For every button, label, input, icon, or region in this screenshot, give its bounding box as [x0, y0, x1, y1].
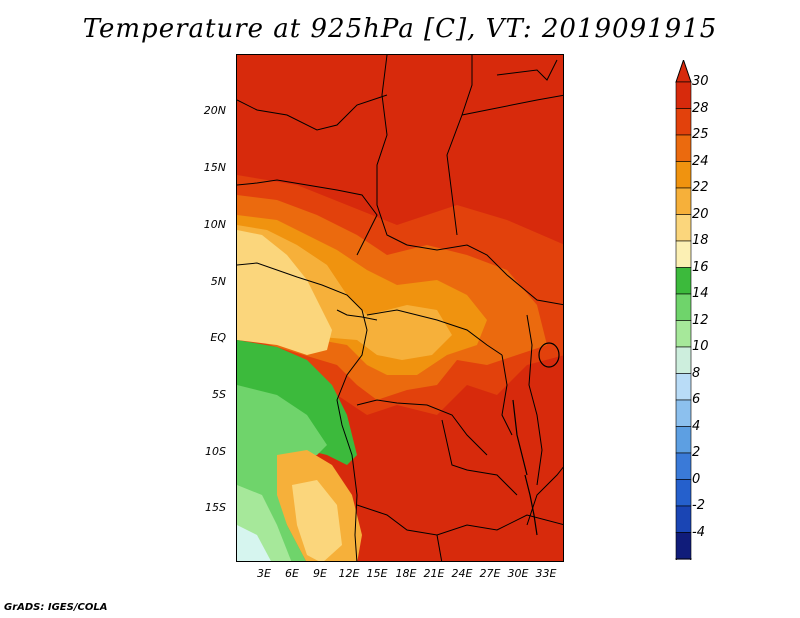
colorbar-swatch [675, 346, 692, 374]
colorbar-swatch [675, 187, 692, 215]
colorbar-label: 0 [692, 471, 701, 487]
colorbar-label: 10 [692, 339, 709, 354]
temperature-map [236, 54, 564, 562]
map-title: Temperature at 925hPa [C], VT: 201909191… [82, 14, 718, 44]
colorbar-swatch [675, 532, 692, 560]
x-axis-label: 15E [366, 567, 388, 580]
y-axis-label: EQ [210, 331, 226, 344]
x-axis-label: 12E [338, 567, 360, 580]
colorbar-label: 14 [692, 286, 709, 301]
y-axis-label: 5S [212, 388, 226, 401]
colorbar-swatch [675, 505, 692, 533]
x-axis-label: 24E [451, 567, 473, 580]
credit-text: GrADS: IGES/COLA [4, 602, 108, 613]
colorbar-swatch [675, 426, 692, 454]
colorbar-label: 18 [692, 233, 709, 248]
y-axis-label: 10N [203, 218, 226, 231]
colorbar-swatch [675, 293, 692, 321]
y-axis-label: 15N [203, 161, 226, 174]
colorbar-label: 6 [692, 392, 701, 407]
colorbar-label: -4 [692, 524, 705, 540]
field-yellow [237, 230, 332, 355]
colorbar-swatch [675, 479, 692, 507]
map-svg [237, 55, 563, 561]
y-axis-label: 5N [210, 275, 226, 288]
colorbar-swatch [675, 81, 692, 109]
x-axis-label: 6E [285, 567, 299, 580]
colorbar-swatch [675, 161, 692, 189]
colorbar-label: 16 [692, 259, 709, 275]
colorbar-swatch [675, 399, 692, 427]
colorbar-label: 30 [692, 74, 709, 89]
x-axis-label: 3E [257, 567, 271, 580]
colorbar [675, 60, 692, 560]
field-sw-yellow [292, 480, 342, 561]
colorbar-swatch [675, 108, 692, 136]
field-cyan [237, 525, 271, 561]
y-axis-label: 20N [203, 104, 226, 117]
colorbar-swatch [675, 373, 692, 401]
colorbar-label: 22 [692, 180, 709, 195]
x-axis-label: 21E [423, 567, 445, 580]
y-axis-label: 15S [205, 501, 226, 514]
colorbar-swatch [675, 320, 692, 348]
x-axis-label: 27E [479, 567, 501, 580]
colorbar-label: 20 [692, 206, 709, 222]
colorbar-bottom-tip [675, 558, 692, 560]
colorbar-swatch [675, 240, 692, 268]
x-axis-label: 33E [535, 567, 557, 580]
colorbar-label: 4 [692, 418, 701, 434]
x-axis-label: 18E [395, 567, 417, 580]
colorbar-swatch [675, 214, 692, 242]
colorbar-label: 28 [692, 100, 709, 116]
y-axis-label: 10S [205, 445, 226, 458]
colorbar-label: 25 [692, 127, 709, 142]
colorbar-label: -2 [692, 498, 705, 513]
colorbar-swatch [675, 134, 692, 162]
borders [237, 55, 563, 561]
colorbar-swatch [675, 267, 692, 295]
x-axis-label: 30E [507, 567, 529, 580]
lakes [512, 342, 560, 536]
colorbar-top-tip [675, 60, 692, 83]
x-axis-label: 9E [313, 567, 327, 580]
colorbar-label: 8 [692, 365, 701, 381]
colorbar-label: 2 [692, 445, 701, 460]
colorbar-label: 12 [692, 312, 709, 328]
colorbar-label: 24 [692, 153, 709, 169]
colorbar-swatch [675, 452, 692, 480]
